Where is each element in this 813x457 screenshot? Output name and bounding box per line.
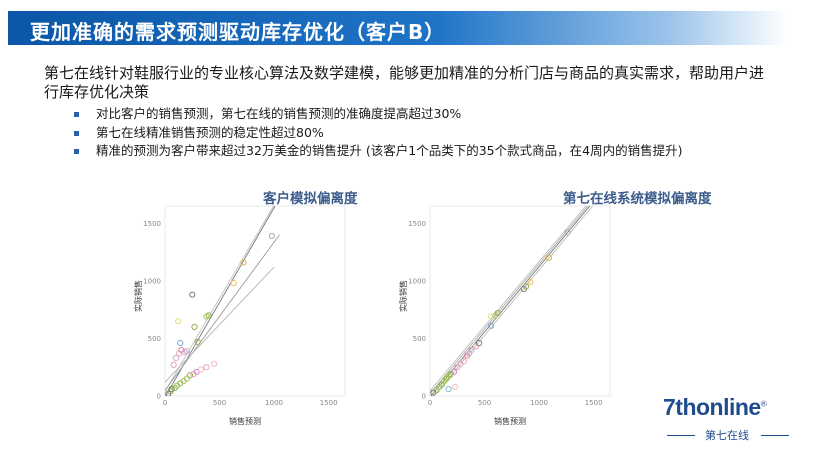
x-axis-label: 销售预测 (229, 416, 261, 426)
y-tick-label: 1000 (143, 277, 161, 285)
data-point (487, 322, 495, 329)
scatter-chart-7thonline: 0 500 1000 1500 0 500 1000 1500 销售预测 实际销售 (398, 205, 611, 426)
data-point (527, 278, 534, 286)
data-point (170, 361, 177, 369)
regression-line (430, 206, 587, 392)
data-point (522, 283, 530, 290)
y-axis-label: 实际销售 (398, 280, 408, 312)
x-tick-label: 0 (163, 399, 167, 407)
bullet-text: 对比客户的销售预测，第七在线的销售预测的准确度提高超过30% (96, 106, 462, 121)
data-point (494, 309, 501, 317)
data-point (186, 372, 194, 379)
bullet-list: 对比客户的销售预测，第七在线的销售预测的准确度提高超过30% 第七在线精准销售预… (70, 105, 682, 161)
chart-title-client: 客户模拟偏离度 (263, 191, 358, 207)
y-tick-label: 1500 (408, 220, 426, 228)
title-bar: 更加准确的需求预测驱动库存优化（客户B） (8, 11, 788, 45)
data-point (203, 364, 210, 371)
x-tick-label: 1500 (585, 399, 603, 407)
regression-line (165, 206, 275, 392)
regression-line (433, 206, 594, 396)
y-tick-label: 500 (148, 335, 161, 343)
x-tick-label: 0 (428, 399, 432, 407)
data-point (564, 229, 571, 236)
data-point (177, 339, 184, 347)
logo-subtitle: 第七在线 (705, 429, 749, 442)
data-point (487, 313, 495, 320)
data-point (240, 259, 247, 266)
regression-line (165, 234, 280, 391)
data-point (454, 364, 461, 371)
data-point (172, 354, 180, 362)
bullet-marker (74, 130, 79, 136)
plot-content (165, 206, 280, 396)
x-tick-label: 1500 (320, 399, 338, 407)
data-point (460, 358, 467, 365)
y-tick-label: 1500 (143, 220, 161, 228)
data-point (191, 323, 198, 331)
bullet-marker (74, 149, 79, 154)
data-point (189, 291, 196, 298)
data-point (468, 346, 475, 354)
x-tick-label: 500 (213, 399, 226, 407)
data-point (230, 280, 237, 287)
y-tick-label: 0 (157, 393, 161, 401)
scatter-chart-client: 0 500 1000 1500 0 500 1000 1500 销售预测 实际销售 (133, 205, 346, 426)
data-point (183, 375, 190, 382)
data-point (183, 347, 190, 355)
data-point (451, 383, 459, 390)
bullet-marker (74, 112, 79, 117)
logo-line-left (667, 435, 695, 436)
data-point (472, 343, 479, 350)
bullet-text: 第七在线精准销售预测的稳定性超过80% (96, 124, 324, 140)
data-point (268, 232, 276, 240)
slide-title: 更加准确的需求预测驱动库存优化（客户B） (30, 20, 446, 44)
bullet-text: 精准的预测为客户带来超过32万美金的销售提升 (该客户1个品类下的35个款式商品… (96, 143, 683, 158)
logo-wordmark: 7thonline® (663, 394, 767, 420)
y-tick-label: 500 (413, 335, 426, 343)
bullet-item: 精准的预测为客户带来超过32万美金的销售提升 (该客户1个品类下的35个款式商品… (70, 142, 682, 161)
plot-area (164, 205, 346, 397)
regression-line (165, 266, 275, 383)
data-point (445, 385, 452, 393)
data-point (210, 360, 218, 367)
company-logo: 7thonline® 第七在线 (663, 394, 793, 444)
x-tick-label: 500 (478, 399, 491, 407)
intro-paragraph: 第七在线针对鞋服行业的专业核心算法及数学建模，能够更加精准的分析门店与商品的真实… (44, 64, 765, 101)
logo-line-right (761, 435, 789, 436)
data-point (174, 318, 182, 325)
data-point (450, 368, 458, 375)
regression-line (430, 206, 589, 394)
data-point (194, 338, 201, 345)
y-axis-label: 实际销售 (133, 280, 143, 312)
y-tick-label: 1000 (408, 277, 426, 285)
y-tick-label: 0 (422, 393, 426, 401)
data-point (433, 387, 440, 394)
data-point (203, 313, 210, 320)
bullet-item: 第七在线精准销售预测的稳定性超过80% (70, 124, 682, 143)
plot-content (430, 206, 594, 396)
x-tick-label: 1000 (265, 399, 283, 407)
chart-title-7thonline: 第七在线系统模拟偏离度 (563, 191, 712, 207)
data-point (545, 254, 553, 261)
plot-area (429, 205, 611, 397)
data-point (168, 385, 175, 393)
data-point (197, 366, 205, 373)
bullet-item: 对比客户的销售预测，第七在线的销售预测的准确度提高超过30% (70, 105, 682, 124)
x-tick-label: 1000 (530, 399, 548, 407)
data-point (475, 339, 483, 347)
x-axis-label: 销售预测 (494, 416, 526, 426)
